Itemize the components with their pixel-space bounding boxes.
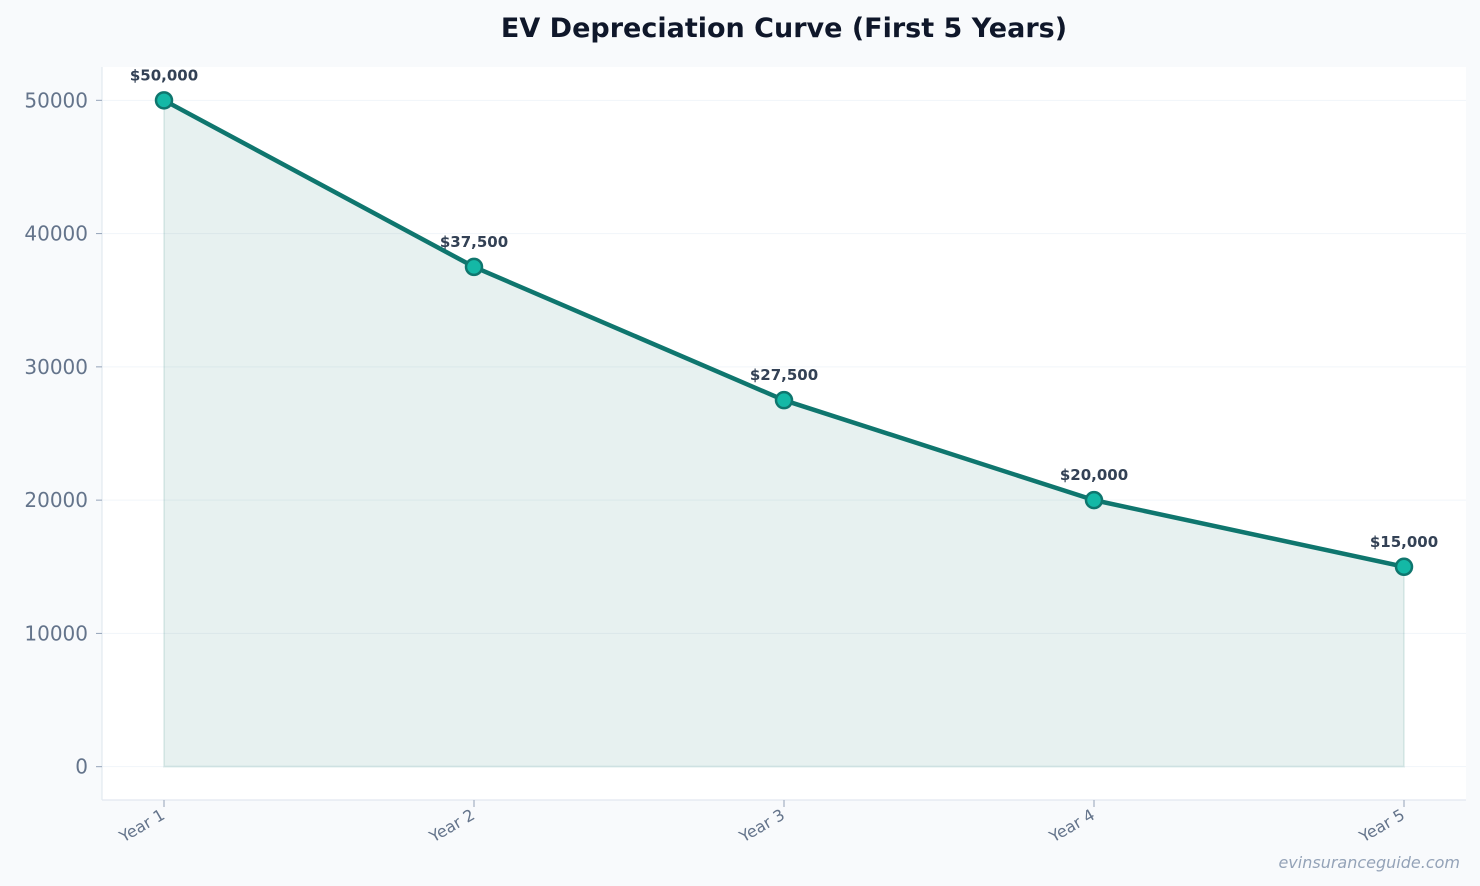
series-markers bbox=[154, 91, 1414, 577]
data-point[interactable] bbox=[774, 390, 794, 410]
data-label: $20,000 bbox=[1060, 466, 1128, 484]
y-tick-label: 30000 bbox=[24, 355, 88, 379]
data-point[interactable] bbox=[1084, 490, 1104, 510]
y-tick-label: 50000 bbox=[24, 88, 88, 112]
data-label: $50,000 bbox=[130, 66, 198, 84]
data-label: $37,500 bbox=[440, 233, 508, 251]
chart-title: EV Depreciation Curve (First 5 Years) bbox=[501, 13, 1067, 44]
y-tick-label: 40000 bbox=[24, 222, 88, 246]
data-label: $15,000 bbox=[1370, 533, 1438, 551]
y-axis-ticks: 0 10000 20000 30000 40000 50000 bbox=[24, 88, 102, 779]
data-point[interactable] bbox=[1394, 557, 1414, 577]
data-labels: $50,000 $37,500 $27,500 $20,000 $15,000 bbox=[130, 66, 1438, 550]
data-point[interactable] bbox=[464, 257, 484, 277]
watermark: evinsuranceguide.com bbox=[1278, 853, 1460, 872]
data-point[interactable] bbox=[154, 91, 174, 110]
y-tick-label: 20000 bbox=[24, 488, 88, 512]
data-label: $27,500 bbox=[750, 366, 818, 384]
y-tick-label: 0 bbox=[75, 755, 88, 779]
gridlines bbox=[102, 99, 1466, 768]
y-tick-label: 10000 bbox=[24, 621, 88, 645]
